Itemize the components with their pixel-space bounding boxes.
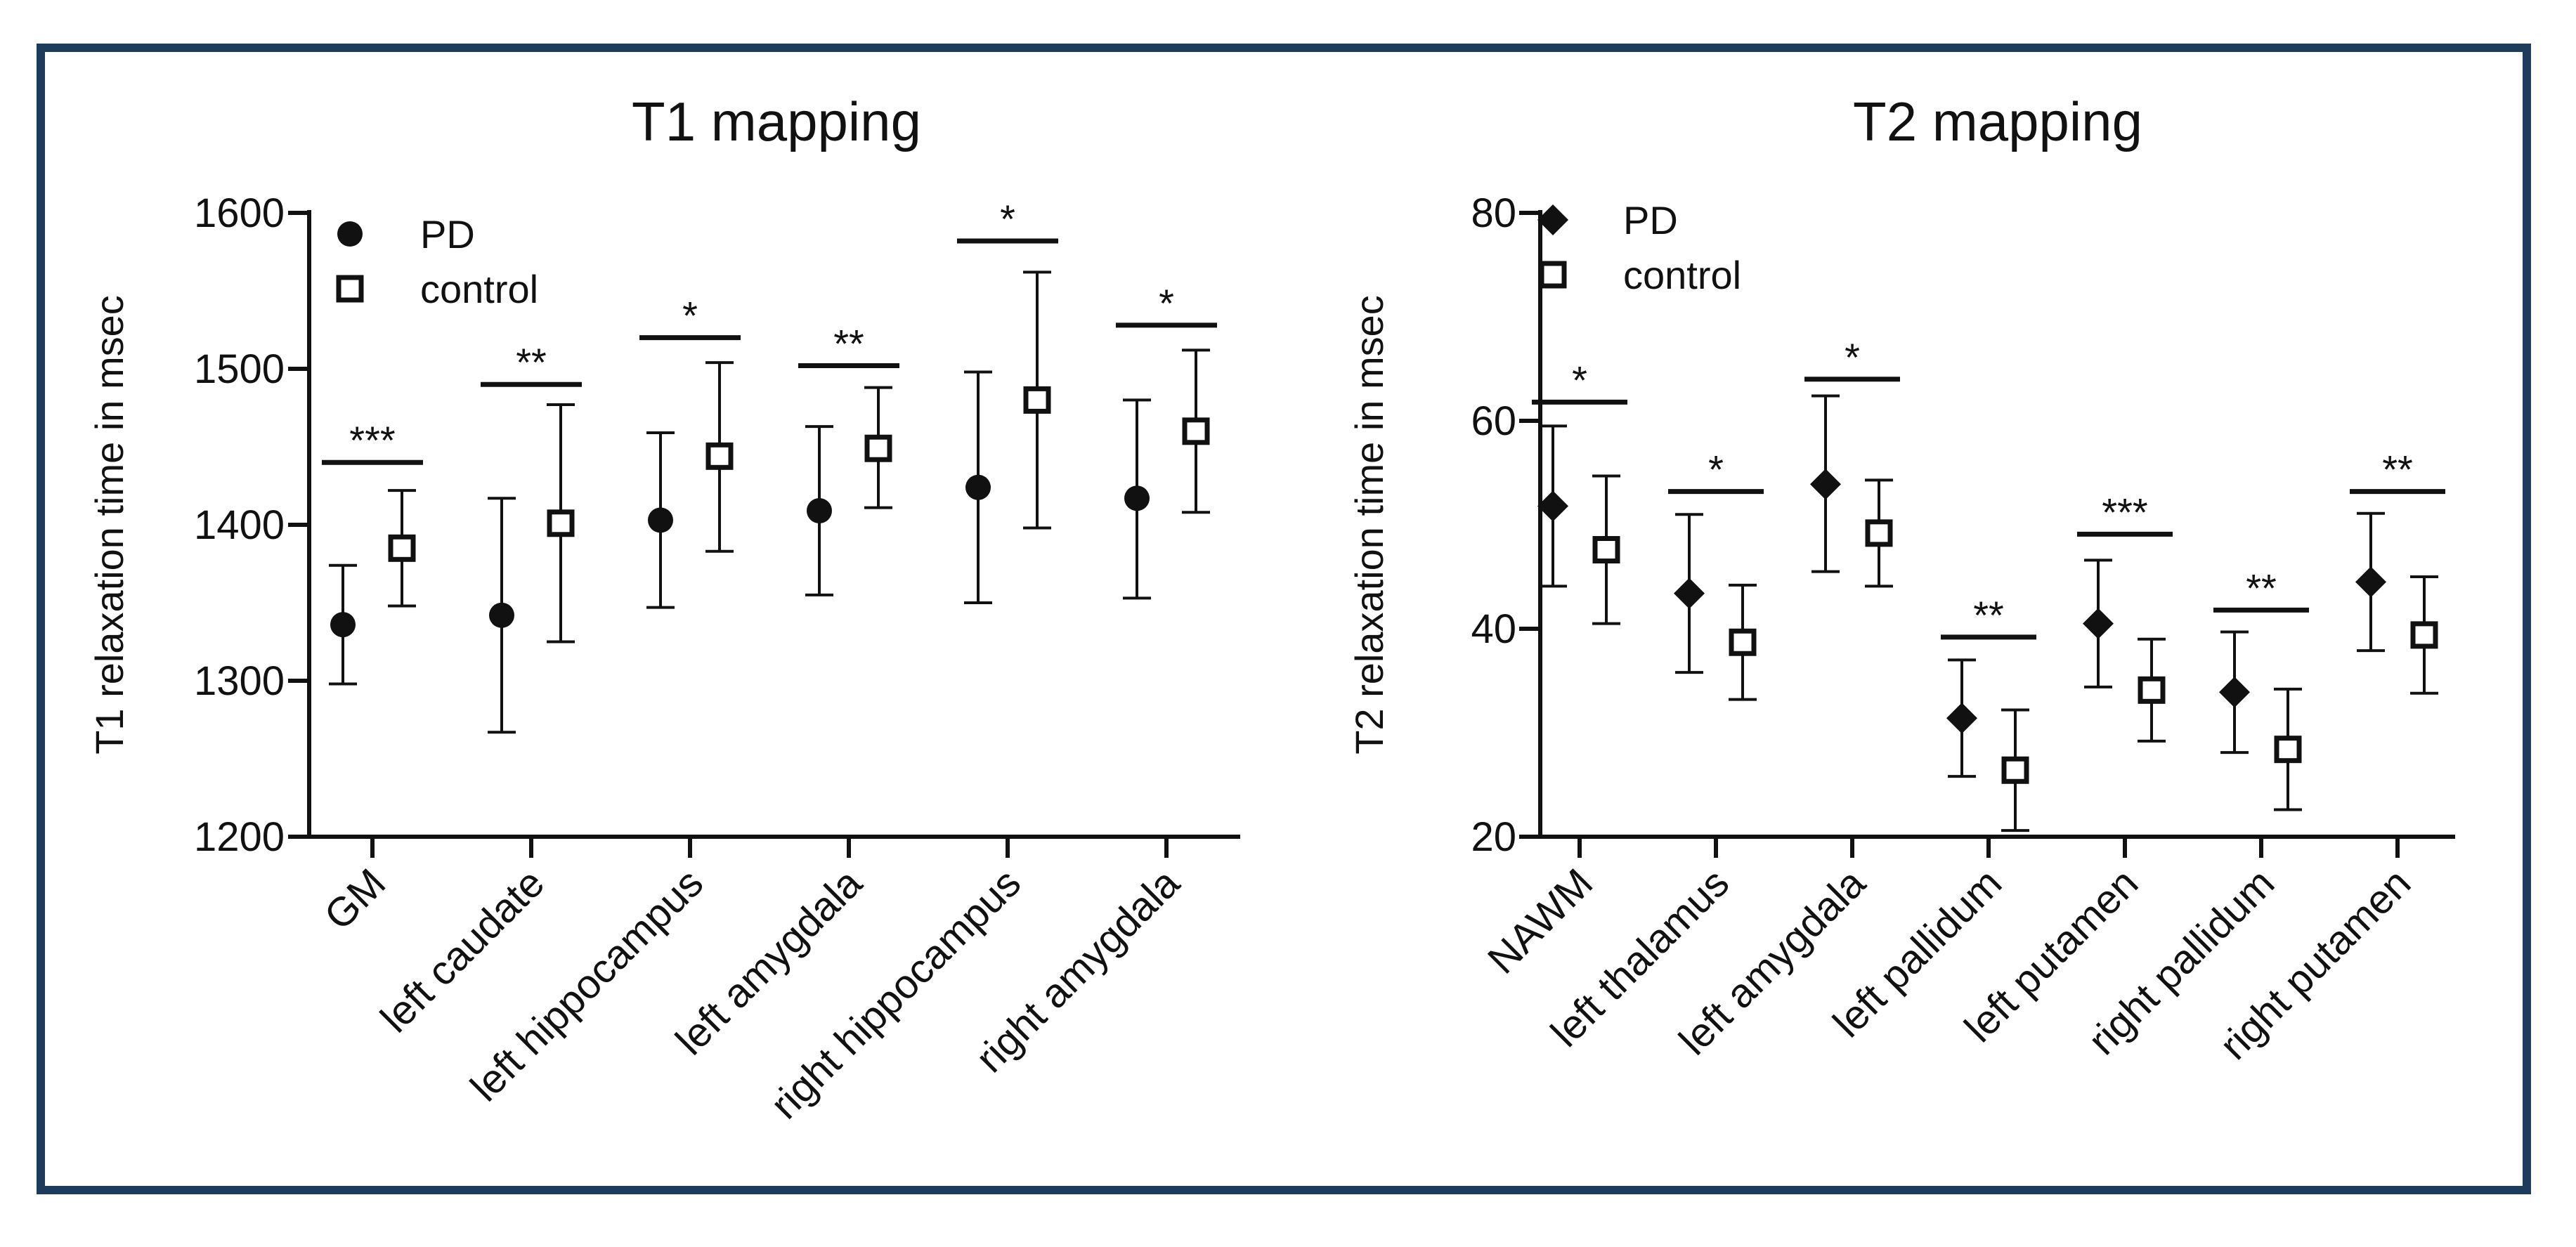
data-point-pd	[1124, 485, 1150, 511]
x-tick-label: GM	[316, 860, 394, 939]
chart-title: T2 mapping	[1853, 91, 2142, 152]
figure-frame	[37, 44, 2531, 1194]
data-point-pd	[2083, 608, 2114, 639]
significance-label: *	[1845, 335, 1860, 379]
significance-label: *	[1159, 281, 1174, 325]
data-point-control	[2001, 756, 2029, 784]
legend-marker-pd	[1537, 204, 1568, 235]
data-point-pd	[1810, 469, 1841, 500]
legend-label-pd: PD	[1623, 198, 1678, 242]
data-point-control	[2410, 621, 2438, 649]
legend-label-control: control	[420, 267, 538, 311]
significance-label: *	[1708, 448, 1724, 492]
legend-label-pd: PD	[420, 212, 475, 256]
y-axis-label: T1 relaxation time in msec	[87, 295, 131, 755]
data-point-pd	[2219, 677, 2250, 708]
data-point-control	[2138, 676, 2166, 704]
data-point-pd	[648, 507, 673, 533]
y-tick-label: 20	[1471, 814, 1516, 860]
data-point-pd	[2355, 566, 2386, 598]
significance-label: ***	[2102, 490, 2147, 534]
data-point-pd	[1674, 577, 1705, 609]
data-point-pd	[1946, 703, 1977, 734]
legend-marker-pd	[337, 221, 363, 247]
y-tick-label: 80	[1471, 190, 1516, 236]
legend-marker-control	[336, 275, 364, 303]
legend-marker-control	[1539, 261, 1567, 289]
data-point-control	[1729, 628, 1757, 656]
data-point-control	[1592, 536, 1620, 564]
data-point-pd	[807, 498, 832, 524]
y-tick-label: 60	[1471, 398, 1516, 444]
data-point-control	[1865, 519, 1893, 547]
data-point-control	[388, 534, 416, 562]
data-point-control	[1182, 417, 1210, 445]
chart-panel-1: T1 mapping T1 relaxation time in msec 1200…	[87, 91, 1240, 1128]
data-point-control	[1023, 386, 1051, 414]
y-tick-label: 1400	[194, 502, 285, 548]
data-point-pd	[965, 474, 991, 500]
significance-label: ***	[349, 418, 395, 462]
data-point-pd	[489, 602, 514, 628]
data-point-pd	[1537, 490, 1568, 522]
y-tick-label: 1200	[194, 814, 285, 860]
y-tick-label: 1500	[194, 346, 285, 392]
data-point-pd	[330, 612, 356, 638]
data-point-control	[864, 434, 892, 462]
y-tick-label: 40	[1471, 606, 1516, 652]
significance-label: **	[1973, 593, 2004, 637]
y-tick-label: 1300	[194, 658, 285, 704]
y-axis-label: T2 relaxation time in msec	[1347, 295, 1391, 755]
chart-title: T1 mapping	[632, 91, 921, 152]
data-point-control	[705, 442, 734, 470]
significance-label: *	[1000, 197, 1015, 241]
y-tick-label: 1600	[194, 190, 285, 236]
x-tick-label: NAWM	[1479, 860, 1601, 982]
data-point-control	[2274, 736, 2302, 764]
significance-label: *	[1572, 358, 1587, 402]
significance-label: **	[2246, 566, 2277, 610]
significance-label: **	[516, 340, 547, 384]
chart-panel-2: T2 mapping T2 relaxation time in msec 20 40…	[1347, 91, 2455, 1069]
significance-label: *	[682, 294, 698, 338]
significance-label: **	[2382, 448, 2413, 492]
legend-label-control: control	[1623, 253, 1741, 297]
significance-label: **	[833, 322, 864, 366]
data-point-control	[547, 509, 575, 537]
